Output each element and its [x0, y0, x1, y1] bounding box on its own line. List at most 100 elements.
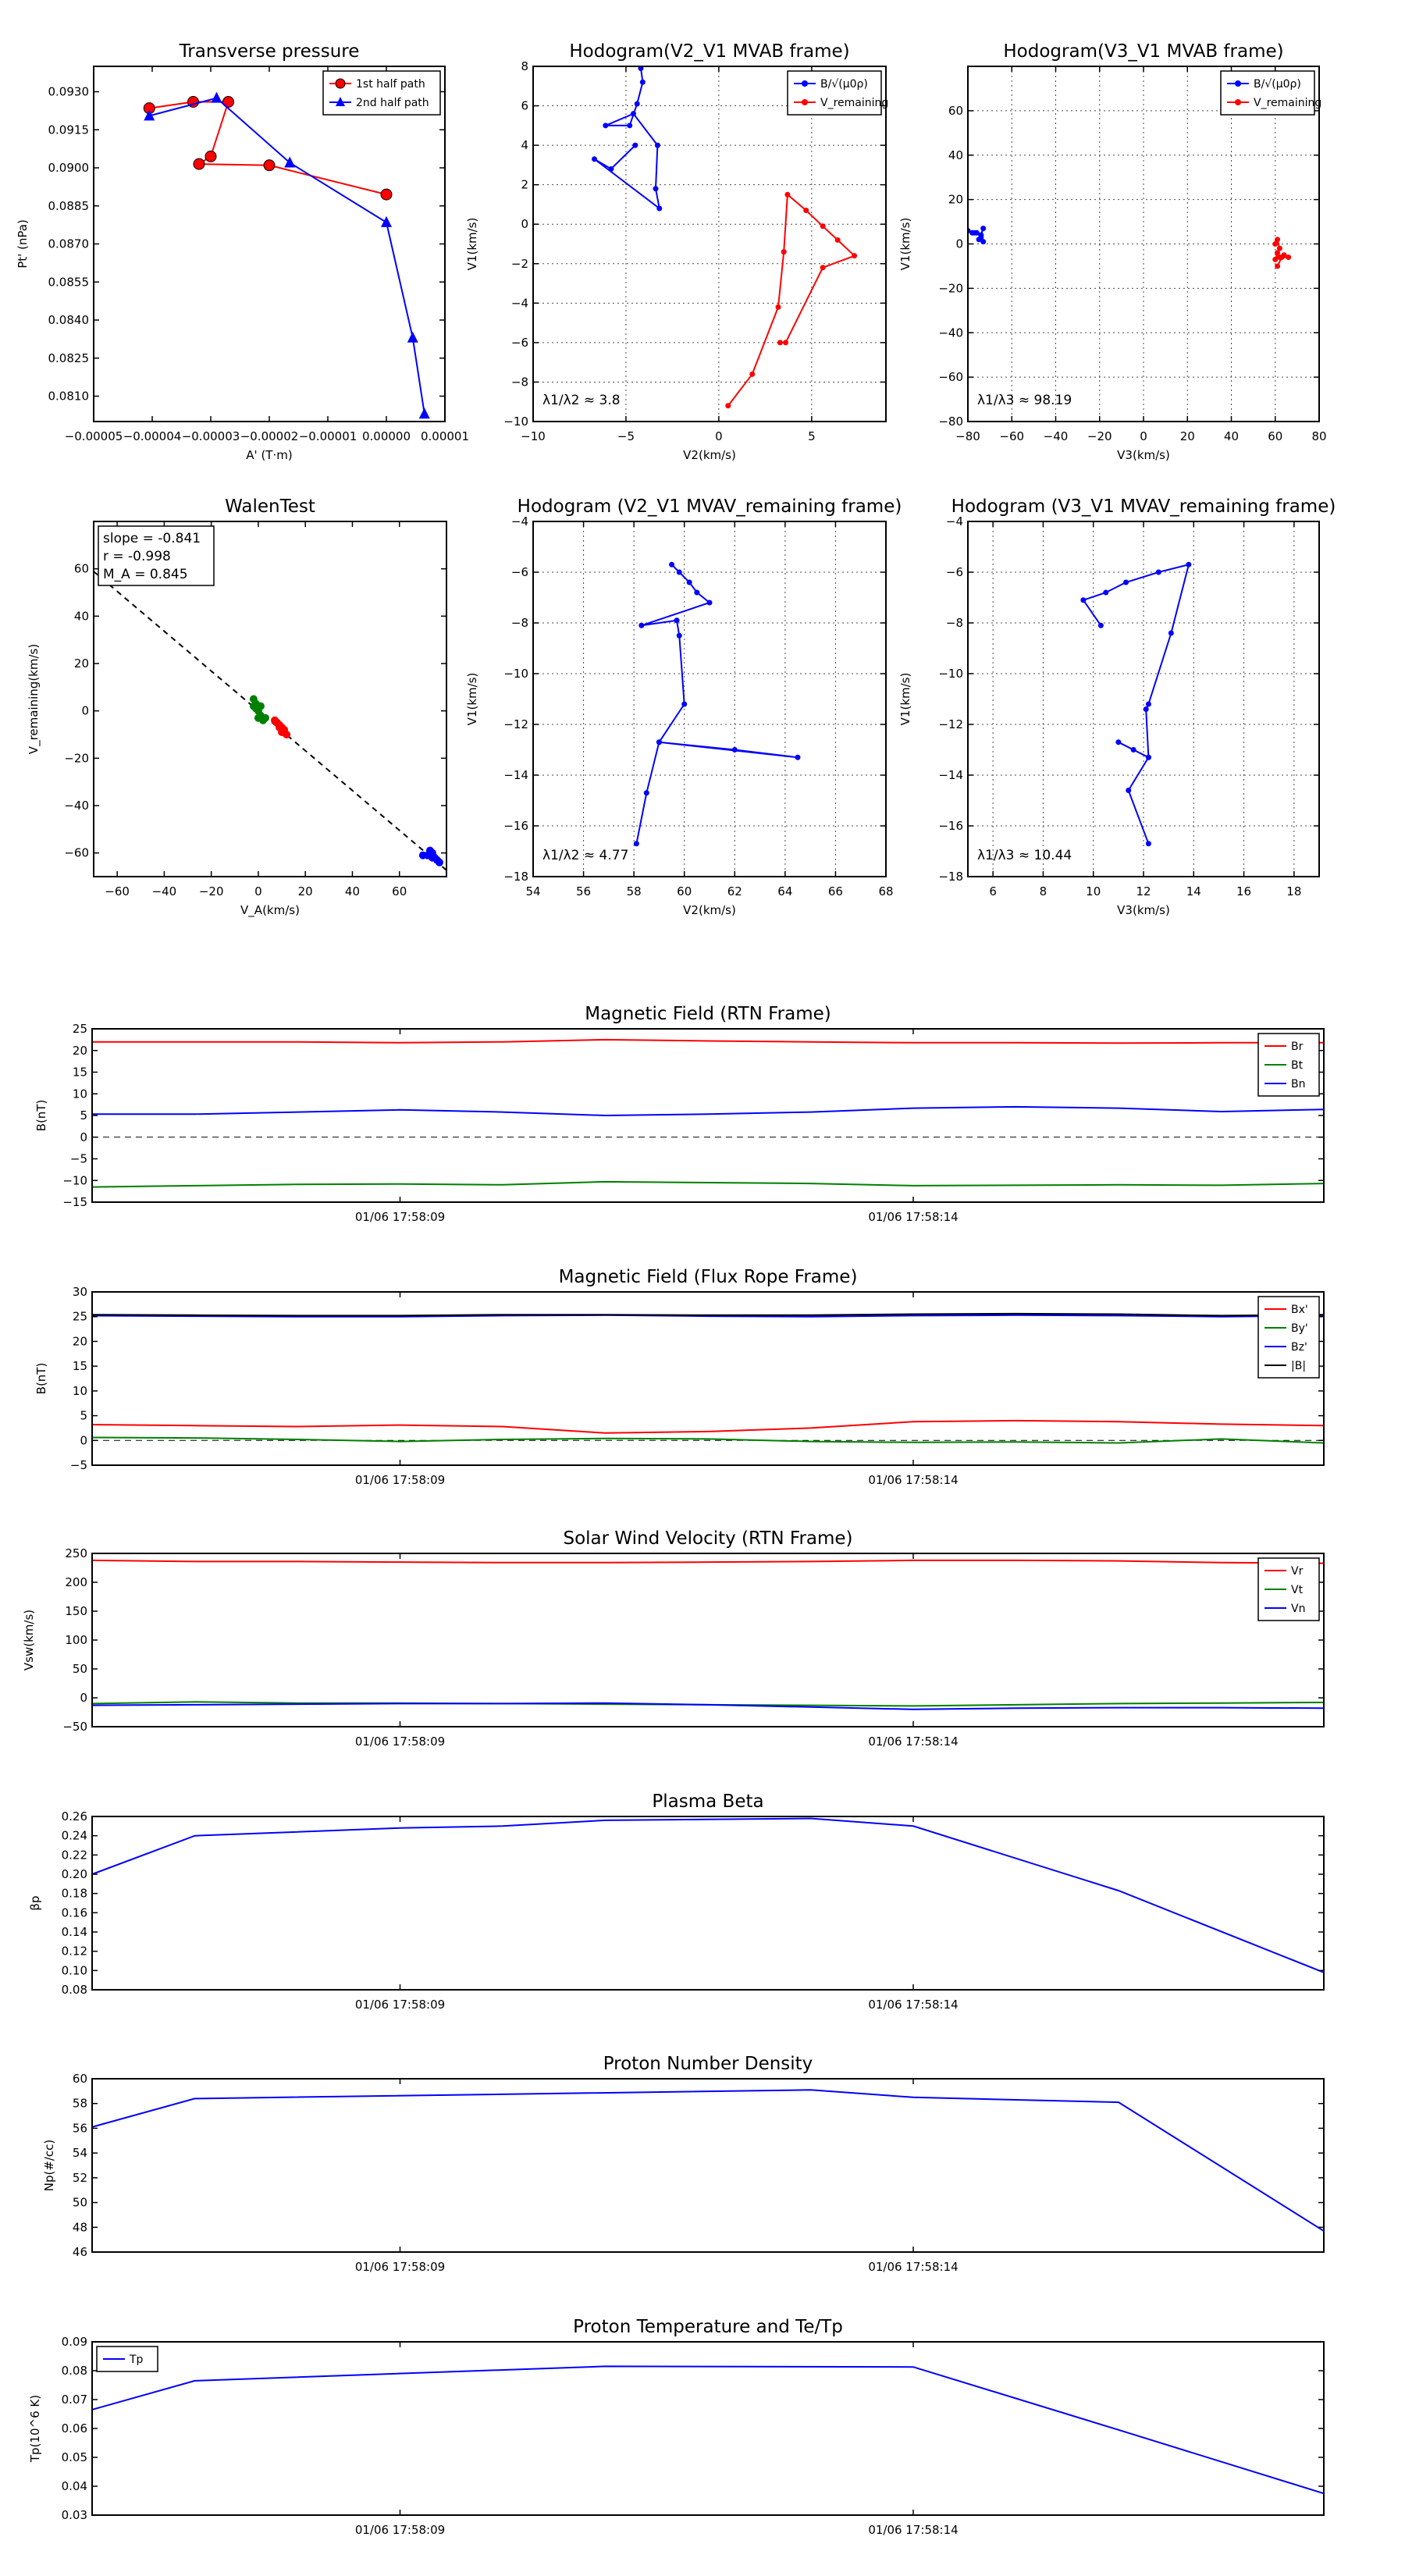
y-tick-label: 0.0870	[48, 237, 90, 251]
x-tick-label: 60	[1268, 429, 1282, 443]
chart-hodogram-v2-v1-mvav: Hodogram (V2_V1 MVAV_remaining frame)54 5…	[465, 496, 902, 917]
legend-box	[1257, 1296, 1320, 1379]
chart-title: Hodogram (V3_V1 MVAV_remaining frame)	[951, 496, 1336, 517]
axis-ticks: 01/06 17:58:09 01/06 17:58:14 0.03 0.04 0.05…	[62, 2335, 1324, 2537]
series-0	[92, 1817, 1324, 1973]
x-tick-label: 16	[1236, 884, 1251, 898]
data-point	[1275, 263, 1281, 269]
chart-title: Hodogram(V3_V1 MVAB frame)	[1003, 41, 1283, 62]
y-tick-label: 5	[80, 1108, 87, 1123]
y-tick-label: 60	[74, 562, 89, 576]
y-tick-label: 15	[73, 1066, 87, 1080]
data-point	[254, 713, 262, 722]
chart-transverse-pressure: Transverse pressure−0.00005 −0.00004 −0.00…	[16, 41, 469, 462]
legend-label: 2nd half path	[356, 97, 429, 109]
x-tick-label: 01/06 17:58:14	[868, 1210, 958, 1224]
y-axis-label: Pt' (nPa)	[16, 219, 30, 269]
data-point	[676, 632, 682, 639]
series-line	[92, 2089, 1324, 2232]
x-tick-label: −20	[1087, 429, 1112, 443]
data-point	[1275, 237, 1281, 243]
data-point	[784, 191, 791, 197]
annotation-text: λ1/λ3 ≈ 10.44	[977, 848, 1072, 863]
data-point	[1126, 788, 1132, 793]
legend-label: Vr	[1291, 1565, 1304, 1578]
y-axis-label: V1(km/s)	[465, 673, 479, 726]
legend: B/√(μ0ρ) V_remaining	[1220, 70, 1321, 116]
y-tick-label: −60	[64, 846, 89, 860]
series-line	[92, 1436, 1324, 1444]
legend-label: Vt	[1291, 1584, 1304, 1596]
x-tick-label: 01/06 17:58:09	[355, 1998, 445, 2012]
legend-label: By'	[1291, 1322, 1308, 1335]
series-2	[92, 1105, 1324, 1117]
x-tick-label: 01/06 17:58:09	[355, 2260, 445, 2274]
series-1	[1272, 237, 1292, 269]
y-tick-label: 56	[73, 2121, 87, 2135]
data-point	[284, 156, 296, 168]
y-tick-label: 6	[521, 99, 528, 113]
y-tick-label: 0.08	[62, 1983, 87, 1997]
x-tick-label: 0	[1140, 429, 1147, 443]
y-tick-label: 0.0915	[48, 123, 90, 137]
series-0	[92, 2365, 1324, 2495]
series-line	[92, 2365, 1324, 2495]
series-line	[92, 1105, 1324, 1117]
y-tick-label: −20	[64, 751, 89, 765]
y-tick-label: 0.26	[62, 1809, 87, 1823]
y-tick-label: 0.0855	[48, 275, 90, 289]
legend-marker	[336, 97, 345, 106]
series-0	[92, 1559, 1324, 1564]
data-point	[418, 851, 427, 859]
data-point	[1155, 569, 1161, 575]
y-tick-label: −18	[503, 870, 528, 884]
chart-magnetic-field-rtn: Magnetic Field (RTN Frame)01/06 17:58:09…	[34, 1004, 1325, 1224]
data-point	[603, 123, 609, 129]
data-point	[783, 340, 789, 346]
annotation-text: λ1/λ2 ≈ 4.77	[542, 848, 628, 863]
y-tick-label: 0.24	[62, 1829, 87, 1843]
data-point	[775, 304, 781, 310]
series-0	[1080, 561, 1192, 847]
data-point	[676, 569, 682, 575]
stats-line: r = -0.998	[103, 549, 171, 564]
legend-label: Tp	[129, 2354, 144, 2366]
plot-frame	[91, 1553, 1325, 1727]
x-tick-label: −0.00004	[123, 429, 182, 443]
y-tick-label: 15	[73, 1359, 87, 1373]
annotation-text: λ1/λ3 ≈ 98.19	[977, 393, 1072, 408]
data-point	[592, 156, 598, 162]
data-point	[706, 600, 713, 606]
data-point	[803, 208, 809, 214]
y-tick-label: 0.10	[62, 1963, 87, 1977]
y-tick-label: 0.0825	[48, 351, 90, 365]
legend: Br Bt Bn	[1257, 1033, 1320, 1097]
x-tick-label: 0.00000	[362, 429, 411, 443]
y-tick-label: 25	[73, 1310, 87, 1324]
x-axis-label: V_A(km/s)	[240, 903, 300, 918]
chart-title: Proton Number Density	[603, 2054, 813, 2074]
series-1	[92, 1436, 1324, 1444]
y-tick-label: −4	[511, 514, 528, 528]
y-tick-label: 60	[948, 104, 963, 118]
axis-ticks: −80 −60 −40 −20 0 20 40 60 80 −80 −60 −40 −20 0 20 40 60	[938, 66, 1327, 443]
x-tick-label: 40	[1224, 429, 1239, 443]
y-tick-label: 0.08	[62, 2364, 87, 2378]
chart-solar-wind-velocity: Solar Wind Velocity (RTN Frame)01/06 17:…	[22, 1528, 1325, 1749]
x-tick-label: −40	[152, 884, 177, 898]
chart-magnetic-field-flux-rope: Magnetic Field (Flux Rope Frame)01/06 17…	[34, 1267, 1325, 1487]
series-line	[92, 1702, 1324, 1710]
y-tick-label: −5	[70, 1152, 87, 1166]
x-tick-label: 64	[777, 884, 792, 898]
y-tick-label: −5	[70, 1458, 87, 1472]
y-tick-label: 20	[74, 656, 89, 671]
x-tick-label: −10	[521, 429, 546, 443]
x-tick-label: −60	[105, 884, 130, 898]
plot-frame	[91, 2341, 1325, 2516]
y-tick-label: 0.0930	[48, 85, 90, 99]
y-tick-label: 250	[65, 1546, 87, 1560]
data-point	[820, 223, 826, 229]
legend-label: Bt	[1291, 1059, 1304, 1072]
y-tick-label: 50	[73, 1662, 87, 1676]
x-tick-label: 0	[715, 429, 723, 443]
